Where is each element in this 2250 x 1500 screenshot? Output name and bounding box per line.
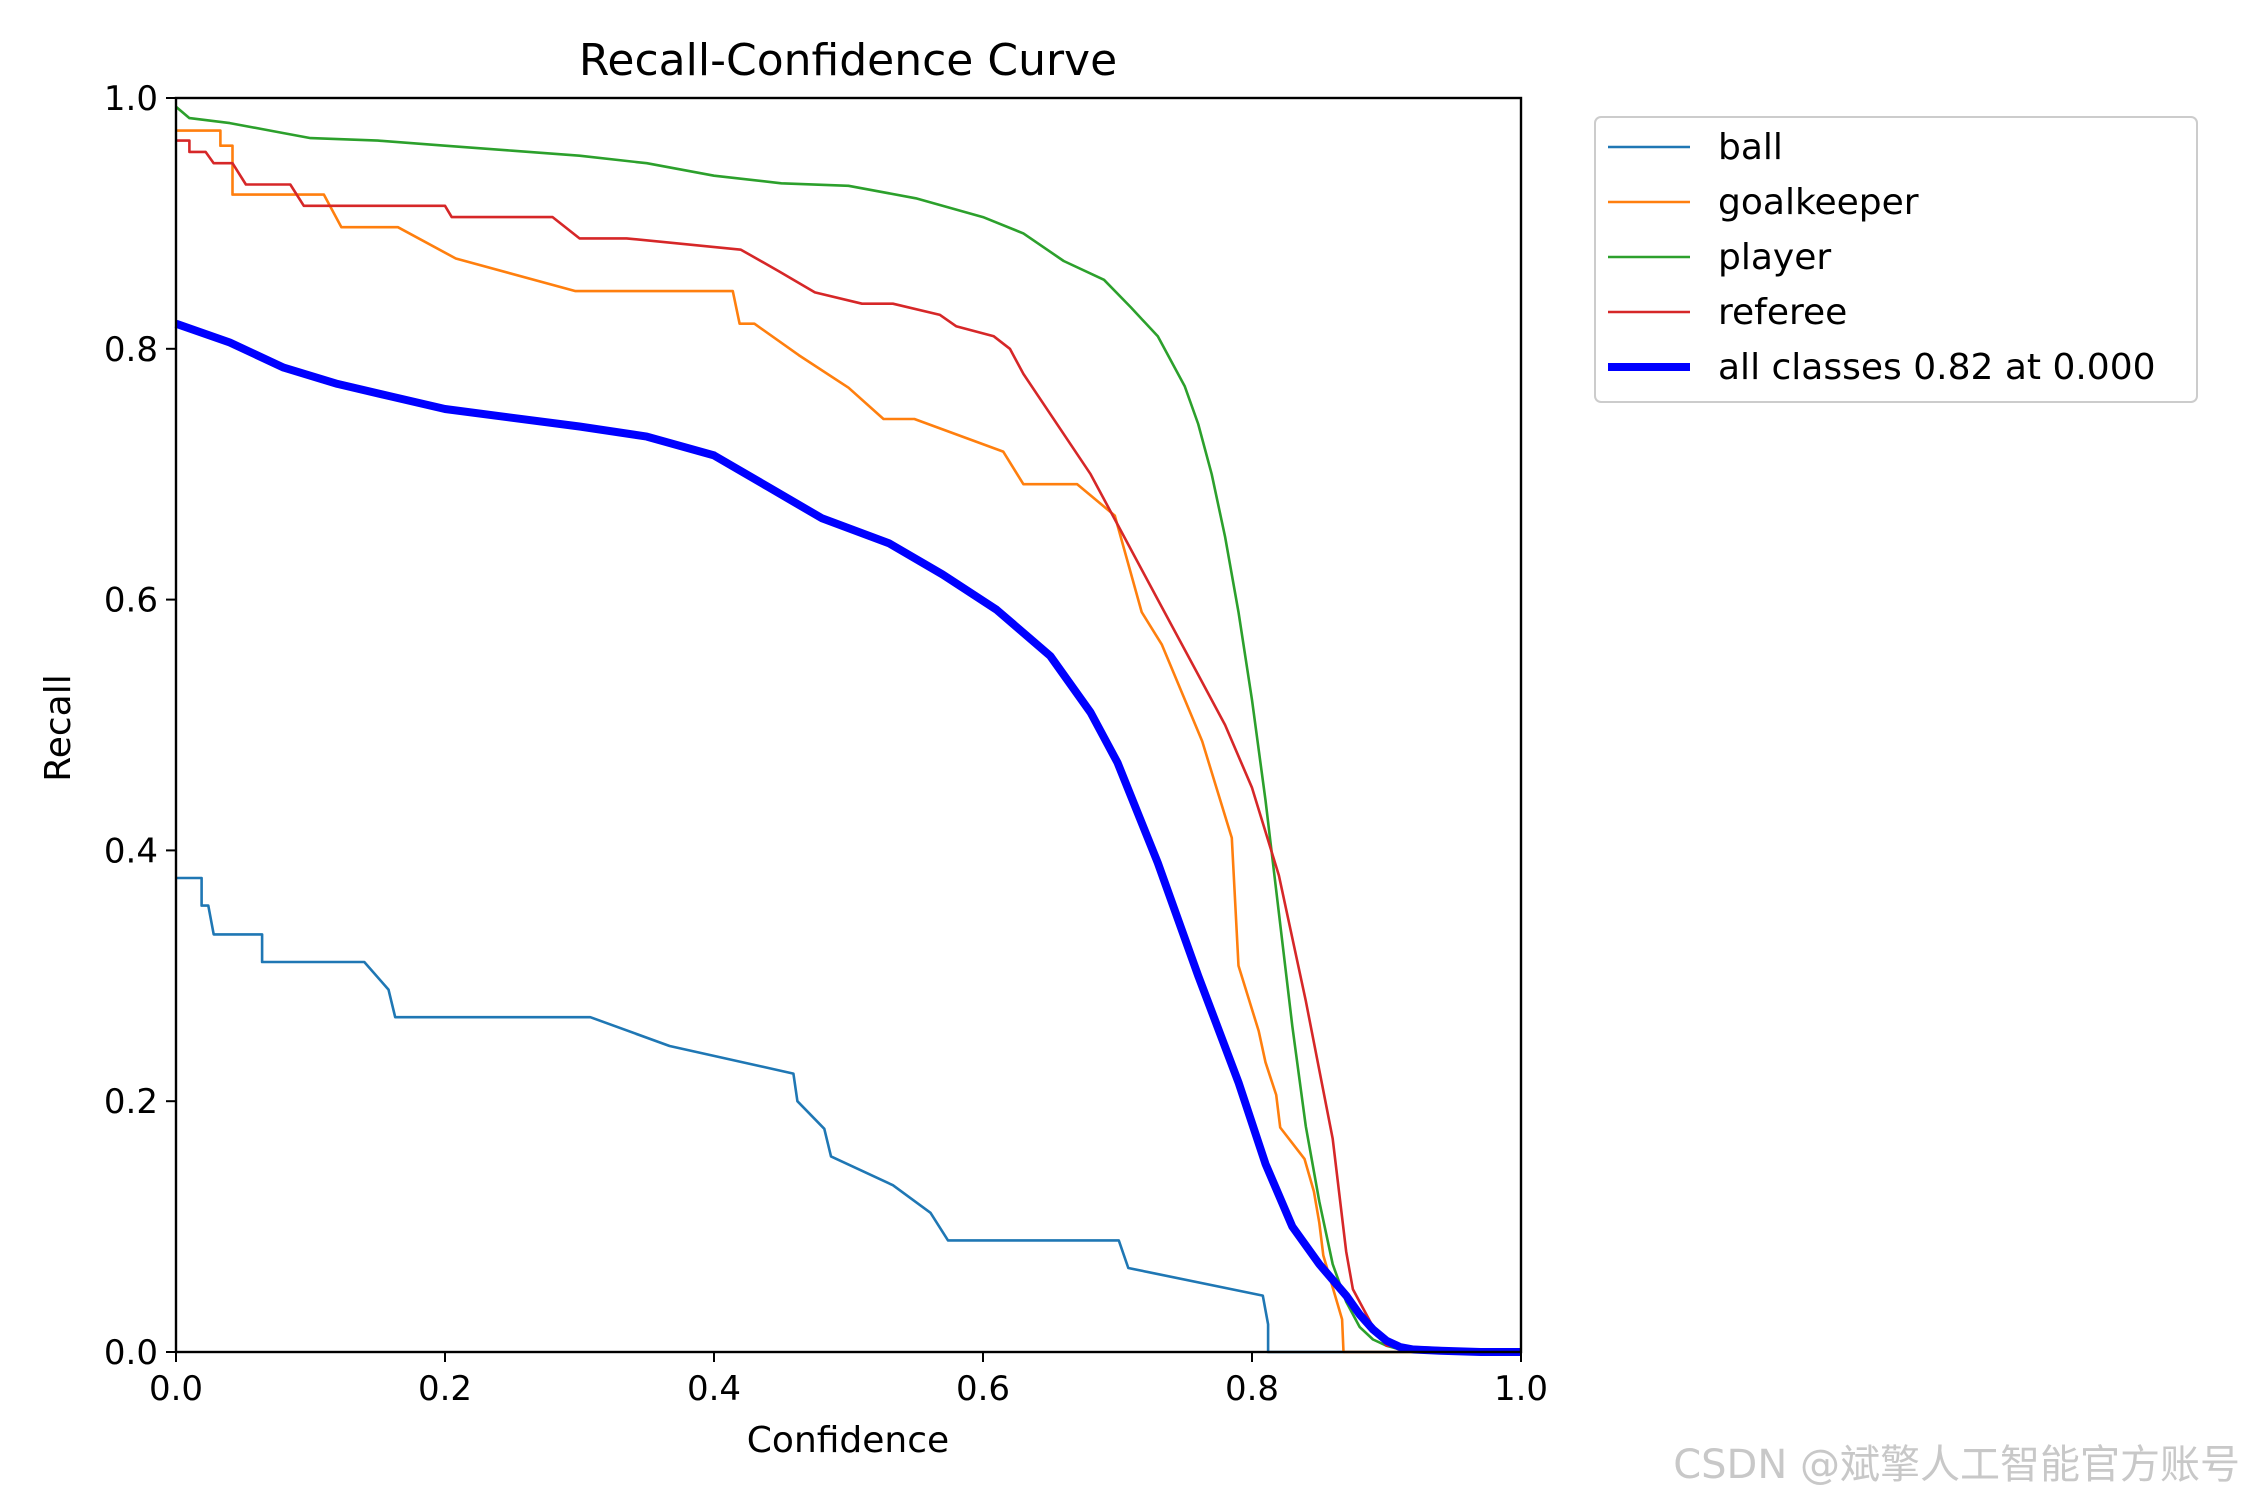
- x-tick-label: 0.8: [1225, 1369, 1279, 1409]
- chart-title: Recall-Confidence Curve: [579, 35, 1117, 86]
- y-tick-label: 0.8: [104, 330, 158, 370]
- y-tick-label: 1.0: [104, 79, 158, 119]
- series-line-goalkeeper: [176, 129, 1521, 1354]
- y-tick-label: 0.2: [104, 1082, 158, 1122]
- legend-label: player: [1718, 237, 1831, 278]
- x-tick-label: 1.0: [1494, 1369, 1548, 1409]
- x-tick-label: 0.6: [956, 1369, 1010, 1409]
- x-tick-label: 0.2: [418, 1369, 472, 1409]
- watermark: CSDN @斌擎人工智能官方账号: [1673, 1442, 2240, 1488]
- y-tick-label: 0.6: [104, 581, 158, 621]
- x-tick-label: 0.0: [149, 1369, 203, 1409]
- x-tick-label: 0.4: [687, 1369, 741, 1409]
- series-line-player: [175, 105, 1521, 1354]
- plot-frame: [174, 96, 1523, 1354]
- y-tick-label: 0.0: [104, 1333, 158, 1373]
- legend-box: [1594, 116, 2198, 403]
- series-line-ball: [176, 876, 1521, 1354]
- legend-label: referee: [1718, 292, 1847, 333]
- x-axis: 0.0 0.2 0.4 0.6 0.8 1.0: [149, 1352, 1548, 1409]
- legend-label: all classes 0.82 at 0.000: [1718, 347, 2156, 388]
- y-tick-label: 0.4: [104, 831, 158, 871]
- y-axis-label: Recall: [38, 674, 79, 781]
- series-line-all: [174, 319, 1521, 1356]
- legend: ball goalkeeper player referee all classes 0…: [1594, 116, 2198, 403]
- series-layer: [174, 105, 1522, 1356]
- x-axis-label: Confidence: [747, 1420, 949, 1461]
- legend-label: goalkeeper: [1718, 182, 1919, 223]
- y-axis: 0.0 0.2 0.4 0.6 0.8 1.0: [104, 79, 176, 1373]
- series-line-referee: [176, 139, 1522, 1354]
- legend-label: ball: [1718, 127, 1783, 168]
